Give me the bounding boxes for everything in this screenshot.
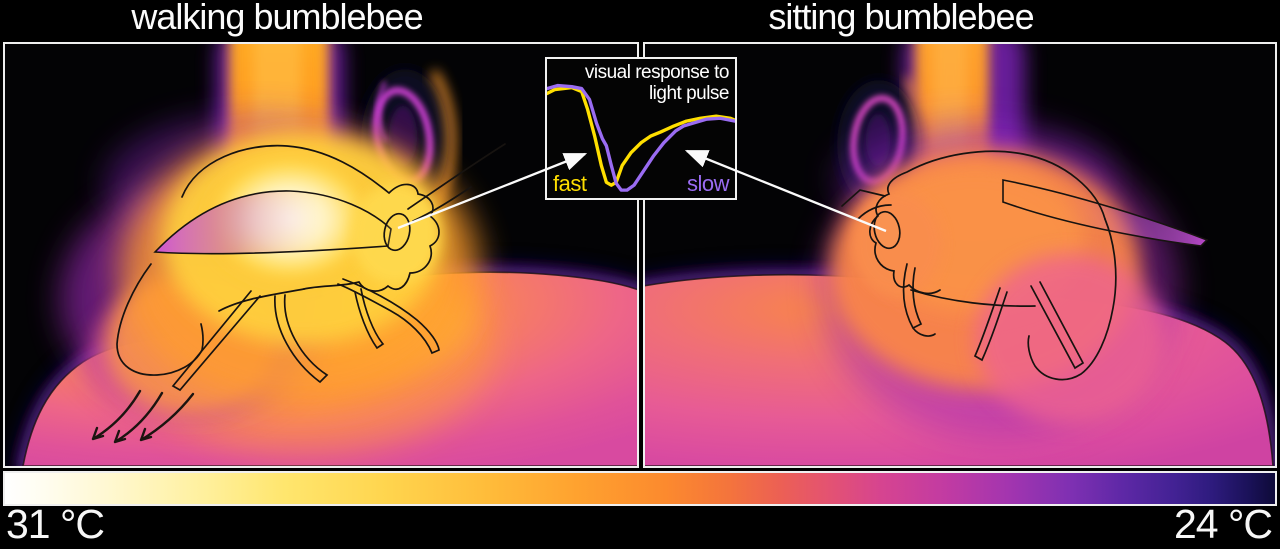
min-temperature-label: 24 °C bbox=[1173, 501, 1273, 547]
walking-motion-arrows bbox=[91, 389, 195, 444]
bee-hind-leg bbox=[1030, 281, 1085, 370]
bee-belly bbox=[218, 288, 305, 312]
bee-wing bbox=[1002, 179, 1209, 247]
fast-legend-label: fast bbox=[553, 171, 587, 196]
max-temperature-label: 31 °C bbox=[6, 501, 105, 547]
curve-fast bbox=[547, 85, 735, 187]
inset-chart: visual response to light pulse fast slow bbox=[545, 57, 737, 200]
left-panel-title: walking bumblebee bbox=[131, 0, 423, 37]
thermal-panel-sitting bbox=[643, 42, 1277, 468]
temperature-colorbar bbox=[3, 471, 1277, 506]
bee-belly bbox=[910, 289, 1036, 307]
walking-bee-thermal-image bbox=[5, 44, 637, 466]
slow-legend-label: slow bbox=[686, 171, 730, 196]
bee-front-leg bbox=[337, 278, 440, 355]
bee-middle-leg bbox=[973, 287, 1008, 362]
bee-hind-leg bbox=[171, 290, 261, 392]
bee-abdomen bbox=[116, 263, 204, 376]
sitting-bee-thermal-image bbox=[645, 44, 1275, 466]
bee-abdomen bbox=[1027, 218, 1117, 381]
bee-outline-sketch bbox=[841, 150, 1209, 381]
curve-slow bbox=[547, 83, 735, 192]
response-curves-plot bbox=[547, 83, 735, 192]
thermal-panel-walking bbox=[3, 42, 639, 468]
bee-front-leg bbox=[902, 263, 936, 337]
bee-wing bbox=[153, 190, 392, 255]
bee-middle-leg bbox=[274, 294, 329, 384]
inset-chart-title: visual response to light pulse bbox=[584, 62, 730, 105]
bee-front-leg-2 bbox=[354, 288, 385, 350]
right-panel-title: sitting bumblebee bbox=[768, 0, 1034, 37]
